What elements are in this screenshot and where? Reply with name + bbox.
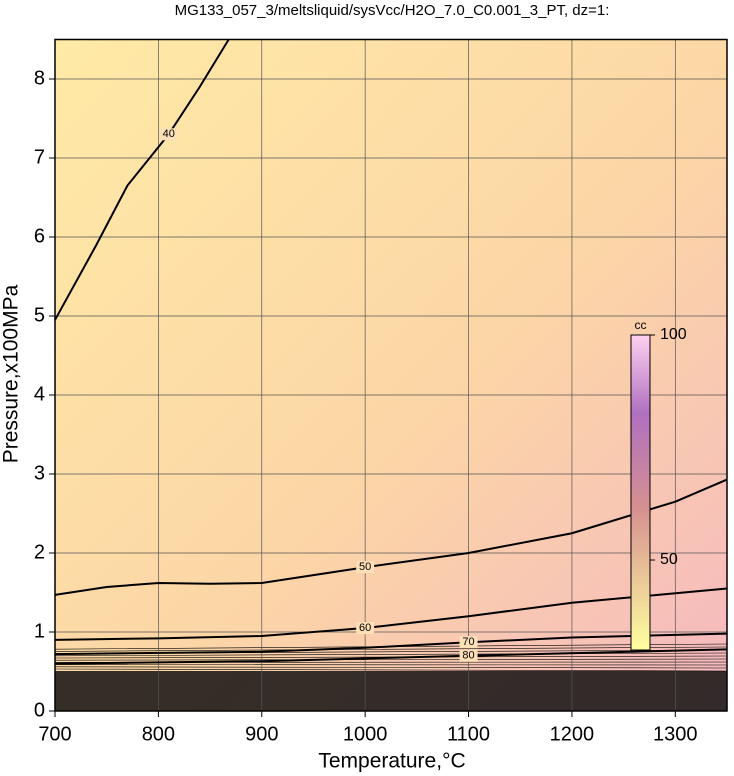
contour-label-bg	[459, 649, 478, 662]
colorbar	[630, 334, 651, 651]
x-tick-label: 1300	[653, 723, 698, 745]
dense-line	[54, 658, 728, 661]
x-tick-label: 800	[142, 723, 175, 745]
x-tick-label: 1000	[343, 723, 388, 745]
contour-label: 60	[359, 622, 371, 634]
contour-line	[54, 632, 728, 656]
contour-line	[54, 38, 230, 321]
y-tick-label: 8	[34, 67, 45, 89]
dense-contours	[55, 671, 727, 711]
y-tick-label: 2	[34, 541, 45, 563]
x-tick-label: 1200	[550, 723, 595, 745]
contour-line	[54, 478, 728, 596]
colorbar-title: cc	[635, 318, 647, 332]
dense-line	[54, 668, 728, 672]
x-tick-label: 1100	[447, 723, 490, 745]
dense-line	[54, 646, 728, 652]
y-tick-label: 3	[34, 462, 45, 484]
contour-label-bg	[159, 128, 178, 141]
contour-label: 50	[359, 561, 371, 573]
y-tick-label: 6	[34, 225, 45, 247]
colorbar-tick-label: 100	[660, 326, 687, 343]
x-tick-label: 900	[245, 723, 278, 745]
y-tick-label: 7	[34, 146, 45, 168]
colorbar-tick-label: 50	[660, 551, 678, 568]
contour-label: 40	[163, 128, 175, 140]
contour-line	[54, 648, 728, 665]
chart-title: MG133_057_3/meltsliquid/sysVcc/H2O_7.0_C…	[175, 2, 610, 19]
contour-label-bg	[356, 561, 375, 574]
x-tick-label: 700	[38, 723, 71, 745]
plot-area: 40 50 60 70 80	[54, 38, 728, 712]
contour-label-bg	[459, 636, 478, 649]
x-axis-title: Temperature,°C	[318, 750, 465, 773]
dense-line	[54, 652, 728, 657]
frame	[54, 38, 728, 712]
dense-line	[54, 666, 728, 669]
contour-label-bg	[356, 622, 375, 635]
contour-label: 70	[462, 636, 474, 648]
y-tick-label: 5	[34, 304, 45, 326]
y-tick-label: 4	[34, 383, 45, 405]
y-tick-label: 1	[34, 620, 45, 642]
background	[55, 39, 727, 711]
y-axis-title: Pressure,x100MPa	[0, 284, 23, 463]
contour-label: 80	[462, 650, 474, 662]
y-tick-label: 0	[34, 699, 45, 721]
